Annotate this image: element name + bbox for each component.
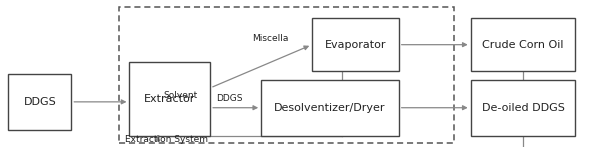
- Bar: [470, 18, 575, 71]
- Bar: [470, 80, 575, 136]
- Text: De-oiled DDGS: De-oiled DDGS: [482, 103, 565, 113]
- Bar: [130, 62, 210, 136]
- Text: Extraction System: Extraction System: [125, 135, 208, 144]
- Text: DDGS: DDGS: [216, 94, 242, 103]
- Bar: [312, 18, 399, 71]
- Bar: [8, 74, 71, 130]
- Bar: [119, 7, 454, 143]
- Text: Extractor: Extractor: [144, 94, 196, 104]
- Text: Solvent: Solvent: [164, 91, 198, 100]
- Text: Evaporator: Evaporator: [325, 40, 386, 50]
- Bar: [261, 80, 399, 136]
- Text: Desolventizer/Dryer: Desolventizer/Dryer: [274, 103, 386, 113]
- Text: Crude Corn Oil: Crude Corn Oil: [482, 40, 564, 50]
- Text: DDGS: DDGS: [23, 97, 56, 107]
- Text: Miscella: Miscella: [252, 34, 289, 43]
